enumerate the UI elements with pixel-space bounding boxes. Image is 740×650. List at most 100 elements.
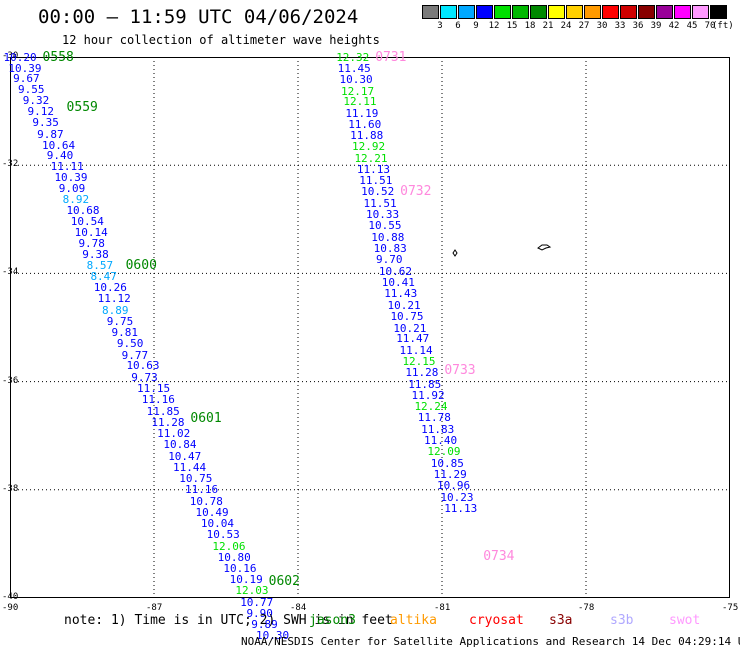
grid-lines — [10, 57, 730, 598]
swh-value: 11.40 — [424, 434, 458, 448]
legend-swatch — [692, 5, 709, 19]
time-label: 0734 — [483, 549, 515, 565]
legend-swatch — [638, 5, 655, 19]
legend-label: 45 — [686, 21, 698, 31]
swh-value: 12.15 — [402, 355, 436, 369]
swh-value: 10.55 — [368, 219, 402, 233]
time-label: 0601 — [190, 411, 222, 427]
swh-value: 9.67 — [13, 72, 40, 86]
swh-value: 10.47 — [168, 449, 202, 463]
legend-label: 18 — [524, 21, 536, 31]
latitude-label: -38 — [2, 483, 19, 494]
swh-value: 8.92 — [62, 193, 90, 207]
legend-label: 30 — [596, 21, 608, 31]
swh-value: 10.85 — [430, 456, 464, 470]
swh-value: 11.16 — [185, 483, 219, 497]
swh-value: 10.39 — [54, 171, 88, 185]
swh-value: 10.41 — [381, 276, 415, 290]
swh-value: 10.39 — [8, 61, 42, 75]
swh-value: 9.35 — [32, 115, 59, 129]
swh-value: 11.29 — [433, 468, 467, 482]
swh-value: 10.64 — [41, 138, 76, 152]
swh-value: 10.62 — [378, 264, 413, 278]
swh-value: 8.89 — [101, 303, 129, 317]
legend-swatch — [440, 5, 457, 19]
swh-value: 10.83 — [373, 241, 407, 255]
swh-value: 8.57 — [86, 259, 114, 273]
swh-value: 9.40 — [46, 149, 74, 163]
legend-label: 21 — [542, 21, 554, 31]
swh-value: 10.63 — [126, 359, 160, 373]
satellite-s3b: s3b — [610, 613, 634, 628]
swh-value: 11.83 — [421, 422, 455, 436]
longitude-label: -78 — [578, 603, 595, 613]
swh-value: 11.78 — [417, 411, 451, 425]
satellite-cryosat: cryosat — [469, 613, 524, 628]
latitude-label: -40 — [2, 592, 19, 602]
legend-swatch — [422, 5, 439, 19]
swh-value: 10.14 — [74, 226, 108, 240]
legend-swatch — [566, 5, 583, 19]
time-label: 0732 — [400, 184, 432, 200]
swh-value: 9.77 — [121, 348, 149, 362]
swh-value: 10.53 — [206, 528, 240, 542]
swh-value: 9.55 — [17, 83, 45, 97]
longitude-label: -87 — [146, 603, 163, 613]
swh-value: 10.88 — [371, 230, 405, 244]
swh-value: 9.78 — [78, 237, 105, 251]
swh-value: 12.24 — [414, 400, 448, 414]
legend-swatch — [620, 5, 637, 19]
swh-value: 10.75 — [179, 471, 213, 485]
swh-value: 11.45 — [337, 61, 371, 75]
map-subtitle: 12 hour collection of altimeter wave hei… — [62, 33, 380, 47]
longitude-label: -81 — [434, 603, 451, 613]
swh-value: 10.52 — [361, 185, 395, 199]
swh-value: 10.20 — [3, 51, 37, 64]
legend-swatch — [494, 5, 511, 19]
swh-value: 10.23 — [440, 490, 474, 504]
longitude-label: -90 — [2, 603, 19, 613]
legend-label: 36 — [632, 21, 644, 31]
swh-value: 9.09 — [58, 182, 86, 196]
legend-swatch — [530, 5, 547, 19]
swh-value: 9.90 — [246, 607, 273, 621]
longitude-label: -75 — [722, 603, 739, 613]
swh-value: 11.88 — [350, 128, 384, 142]
legend-swatch — [548, 5, 565, 19]
swh-value: 12.92 — [352, 140, 386, 154]
legend-label: 12 — [488, 21, 500, 31]
legend-unit: (ft) — [712, 21, 734, 31]
legend-swatch — [476, 5, 493, 19]
swh-value: 10.68 — [66, 204, 100, 218]
swh-value: 10.54 — [70, 215, 104, 229]
swh-value: 11.92 — [411, 389, 445, 403]
legend-swatch — [584, 5, 601, 19]
latitude-label: -34 — [2, 267, 19, 278]
legend-swatch — [656, 5, 673, 19]
map-title: 00:00 – 11:59 UTC 04/06/2024 — [38, 6, 359, 28]
swh-value: 11.15 — [137, 382, 171, 396]
latitude-label: -36 — [2, 375, 19, 386]
swh-value: 11.44 — [173, 461, 207, 475]
swh-value: 10.30 — [256, 629, 290, 643]
credit-line: NOAA/NESDIS Center for Satellite Applica… — [241, 635, 740, 648]
swh-value: 9.32 — [22, 94, 50, 108]
satellite-jason3: jason3 — [309, 613, 356, 628]
swh-value: 10.33 — [365, 207, 400, 221]
time-label: 0558 — [42, 50, 74, 65]
swh-value: 11.51 — [359, 174, 393, 188]
swh-value: 11.12 — [97, 292, 131, 306]
swh-value: 12.21 — [354, 151, 388, 165]
swh-value: 9.12 — [27, 105, 55, 119]
legend-swatch — [602, 5, 619, 19]
legend-swatch — [458, 5, 475, 19]
swh-value: 11.47 — [396, 332, 430, 346]
swh-value: 11.85 — [146, 404, 180, 418]
legend-swatch — [674, 5, 691, 19]
swh-value: 10.77 — [240, 595, 274, 609]
swh-value: 10.84 — [163, 438, 197, 452]
swh-value: 11.51 — [363, 196, 397, 210]
swh-value: 9.89 — [251, 617, 278, 631]
swh-value: 10.78 — [189, 494, 223, 508]
